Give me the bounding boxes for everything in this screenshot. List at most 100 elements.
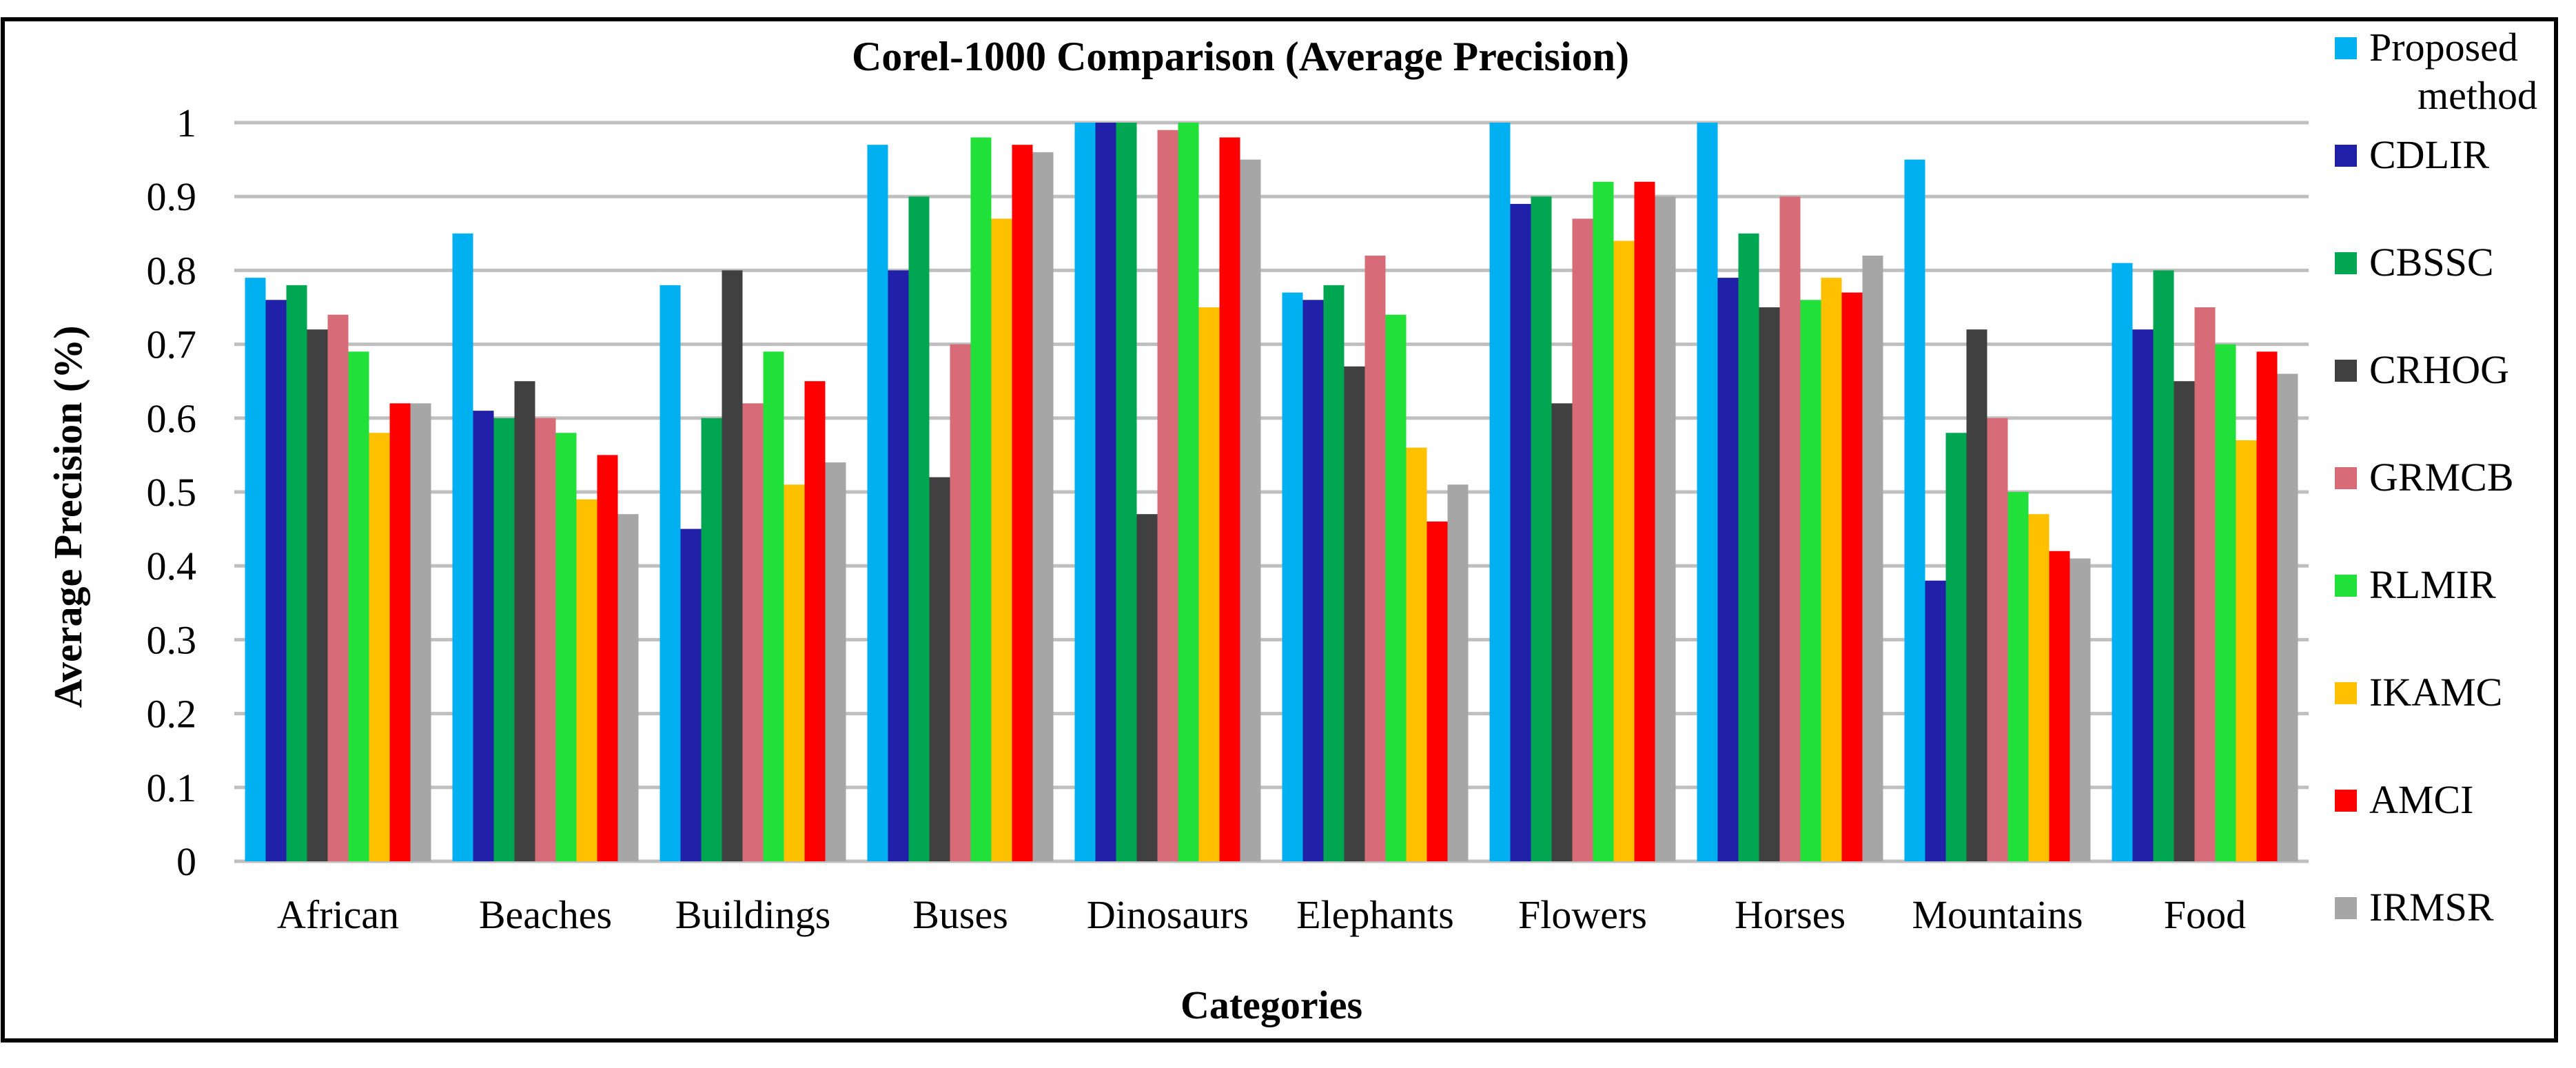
bar bbox=[701, 418, 722, 861]
bar bbox=[867, 145, 888, 861]
bar bbox=[348, 351, 369, 861]
x-tick-label: Food bbox=[2164, 892, 2246, 937]
legend-swatch bbox=[2335, 145, 2357, 167]
bar bbox=[1074, 123, 1096, 861]
bar bbox=[1862, 255, 1883, 862]
bar bbox=[1531, 196, 1552, 861]
legend-label: CRHOG bbox=[2369, 347, 2509, 392]
legend-label: GRMCB bbox=[2369, 455, 2514, 500]
bar bbox=[452, 233, 473, 861]
x-tick-label: Buildings bbox=[675, 892, 831, 937]
bar bbox=[929, 477, 950, 861]
bar bbox=[1095, 123, 1116, 861]
legend-label: RLMIR bbox=[2369, 562, 2496, 607]
bar bbox=[970, 137, 992, 862]
bar bbox=[473, 411, 494, 861]
bar bbox=[1697, 123, 1718, 861]
bar bbox=[535, 418, 556, 861]
bar bbox=[888, 270, 909, 861]
y-tick-label: 0.1 bbox=[147, 766, 197, 810]
y-tick-label: 0.9 bbox=[147, 174, 197, 219]
legend-label: method bbox=[2417, 73, 2537, 118]
x-axis-title: Categories bbox=[1180, 983, 1362, 1027]
y-tick-label: 0.4 bbox=[147, 544, 197, 588]
x-tick-label: Flowers bbox=[1518, 892, 1647, 937]
bar bbox=[1198, 307, 1220, 861]
bar bbox=[1738, 233, 1759, 861]
bar bbox=[1634, 181, 1655, 861]
bar bbox=[1655, 196, 1676, 861]
legend-swatch bbox=[2335, 575, 2357, 597]
legend-label: CDLIR bbox=[2369, 132, 2489, 177]
bar bbox=[991, 218, 1012, 861]
bar bbox=[1489, 123, 1511, 861]
y-tick-label: 0.5 bbox=[147, 470, 197, 515]
x-tick-label: African bbox=[277, 892, 399, 937]
legend-swatch bbox=[2335, 37, 2357, 59]
bar bbox=[1157, 130, 1178, 862]
bar bbox=[1551, 403, 1573, 861]
bar bbox=[1841, 292, 1863, 861]
bar bbox=[1427, 521, 1448, 861]
bar bbox=[1219, 137, 1240, 862]
bar bbox=[576, 499, 597, 861]
bar bbox=[1510, 203, 1531, 861]
bar bbox=[1240, 159, 1261, 862]
bar bbox=[1385, 314, 1407, 862]
bar bbox=[2194, 307, 2216, 861]
y-tick-label: 0.3 bbox=[147, 617, 197, 662]
legend-swatch bbox=[2335, 252, 2357, 274]
bar bbox=[1012, 145, 1033, 861]
x-tick-label: Elephants bbox=[1296, 892, 1454, 937]
bar bbox=[2112, 263, 2133, 861]
bar bbox=[784, 484, 805, 861]
bar bbox=[493, 418, 515, 861]
bar bbox=[2132, 329, 2154, 861]
legend-swatch bbox=[2335, 682, 2357, 704]
bar bbox=[2028, 514, 2049, 861]
legend-swatch bbox=[2335, 897, 2357, 919]
bar bbox=[597, 455, 618, 861]
y-axis-ticks: 0 0.1 0.2 0.3 0.4 0.5 0.6 0.7 0.8 0.9 1 bbox=[147, 101, 197, 884]
bar bbox=[286, 285, 307, 862]
bar bbox=[265, 300, 287, 861]
legend-label: AMCI bbox=[2369, 777, 2473, 822]
chart-frame bbox=[1, 17, 2558, 1043]
bar bbox=[1572, 218, 1593, 861]
y-tick-label: 0.8 bbox=[147, 248, 197, 293]
bar bbox=[1593, 181, 1614, 861]
bar bbox=[908, 196, 930, 861]
bar bbox=[2277, 373, 2298, 861]
bar bbox=[1302, 300, 1324, 861]
y-axis-title: Average Precision (%) bbox=[45, 325, 90, 708]
bar bbox=[2256, 351, 2278, 861]
x-tick-label: Mountains bbox=[1912, 892, 2083, 937]
bar bbox=[660, 285, 681, 862]
bar bbox=[1032, 152, 1054, 861]
bar bbox=[950, 344, 971, 862]
bar bbox=[1904, 159, 1925, 862]
y-tick-label: 1 bbox=[176, 101, 196, 145]
bar bbox=[1821, 278, 1842, 861]
bar bbox=[1447, 484, 1469, 861]
bar bbox=[1945, 433, 1967, 861]
legend-label: Proposed bbox=[2369, 25, 2518, 70]
x-tick-label: Dinosaurs bbox=[1087, 892, 1249, 937]
bar bbox=[2236, 440, 2257, 861]
legend-label: IRMSR bbox=[2369, 885, 2494, 930]
bar bbox=[1282, 292, 1303, 861]
bar bbox=[1717, 278, 1739, 861]
chart-title: Corel-1000 Comparison (Average Precision… bbox=[852, 34, 1629, 79]
x-tick-label: Buses bbox=[912, 892, 1008, 937]
legend-label: CBSSC bbox=[2369, 240, 2494, 285]
bar bbox=[1406, 447, 1427, 861]
bar bbox=[763, 351, 784, 861]
bar bbox=[369, 433, 390, 861]
bar bbox=[742, 403, 764, 861]
bar bbox=[2174, 381, 2195, 861]
x-tick-label: Horses bbox=[1735, 892, 1846, 937]
bar bbox=[1800, 300, 1821, 861]
bar bbox=[1116, 123, 1137, 861]
